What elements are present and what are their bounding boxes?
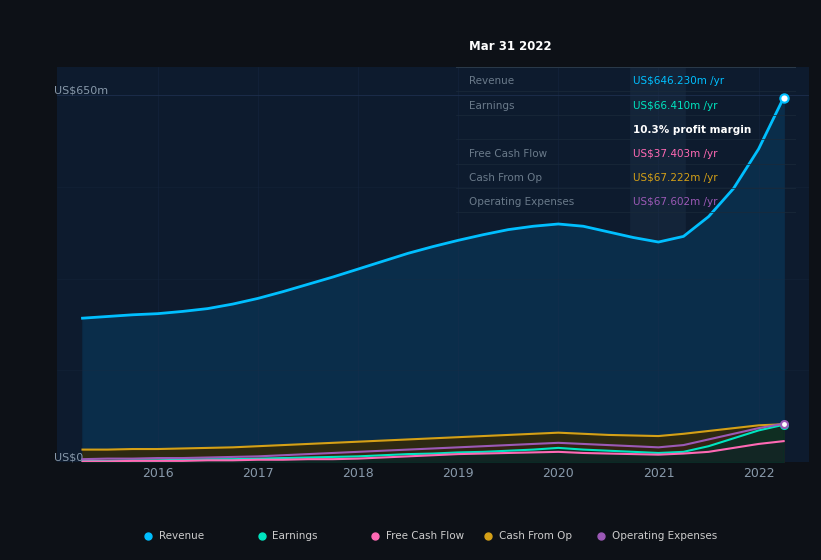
Text: Operating Expenses: Operating Expenses (612, 531, 718, 541)
Text: Earnings: Earnings (273, 531, 318, 541)
Text: Earnings: Earnings (470, 101, 515, 110)
Text: Free Cash Flow: Free Cash Flow (386, 531, 464, 541)
Text: Free Cash Flow: Free Cash Flow (470, 149, 548, 159)
Text: US$650m: US$650m (53, 86, 108, 95)
Text: US$37.403m /yr: US$37.403m /yr (633, 149, 718, 159)
Text: US$66.410m /yr: US$66.410m /yr (633, 101, 718, 110)
Text: Mar 31 2022: Mar 31 2022 (470, 40, 552, 53)
Text: Cash From Op: Cash From Op (499, 531, 572, 541)
Text: 10.3% profit margin: 10.3% profit margin (633, 125, 751, 135)
Text: Revenue: Revenue (470, 76, 515, 86)
Text: US$0: US$0 (53, 452, 83, 462)
Text: Operating Expenses: Operating Expenses (470, 197, 575, 207)
Text: US$67.602m /yr: US$67.602m /yr (633, 197, 718, 207)
Text: Revenue: Revenue (159, 531, 204, 541)
Text: US$67.222m /yr: US$67.222m /yr (633, 173, 718, 183)
Text: US$646.230m /yr: US$646.230m /yr (633, 76, 724, 86)
Text: Cash From Op: Cash From Op (470, 173, 543, 183)
